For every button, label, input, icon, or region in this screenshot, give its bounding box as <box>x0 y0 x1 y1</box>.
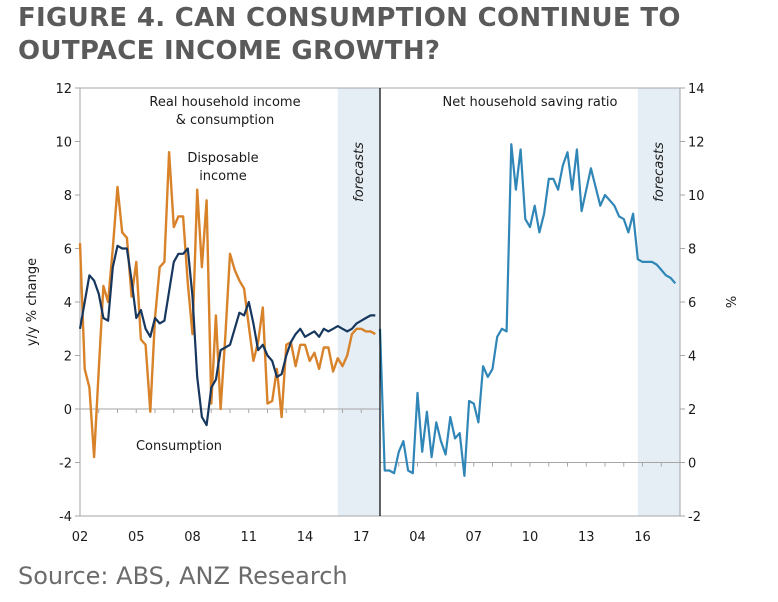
x-tick-label-left: 02 <box>72 530 89 545</box>
y-tick-label-right: -2 <box>688 510 701 525</box>
x-tick-label-right: 13 <box>578 530 595 545</box>
series-line-consumption <box>78 244 376 427</box>
y-tick-label-left: -2 <box>59 457 72 472</box>
y-tick-label-right: 14 <box>688 82 705 97</box>
y-axis-title-left: y/y % change <box>25 258 40 346</box>
x-tick-label-left: 14 <box>297 530 314 545</box>
series-line-net-saving-ratio <box>378 143 677 477</box>
y-tick-label-left: 10 <box>55 136 72 151</box>
left-panel-title-line-2: & consumption <box>176 113 274 128</box>
forecast-label-left: forecasts <box>352 142 367 202</box>
x-tick-label-right: 16 <box>634 530 651 545</box>
y-tick-label-right: 2 <box>688 403 696 418</box>
y-tick-label-right: 10 <box>688 189 705 204</box>
forecast-band-right <box>637 88 680 516</box>
forecast-band-left <box>337 88 380 516</box>
y-tick-label-left: 6 <box>64 243 72 258</box>
annotation-consumption: Consumption <box>136 439 222 454</box>
y-tick-label-left: 2 <box>64 350 72 365</box>
y-tick-label-right: 0 <box>688 457 696 472</box>
y-tick-label-left: 8 <box>64 189 72 204</box>
y-tick-label-left: 0 <box>64 403 72 418</box>
left-panel-title-line-1: Real household income <box>149 95 300 110</box>
y-tick-label-left: 4 <box>64 296 72 311</box>
annotation-disposable-income-line-1: Disposable <box>187 151 258 166</box>
x-tick-label-left: 11 <box>240 530 257 545</box>
y-axis-title-right: % <box>725 296 740 308</box>
x-tick-label-right: 04 <box>409 530 426 545</box>
x-tick-label-right: 07 <box>465 530 482 545</box>
y-tick-label-right: 12 <box>688 136 705 151</box>
x-tick-label-left: 17 <box>353 530 370 545</box>
annotation-disposable-income-line-2: income <box>199 169 247 184</box>
y-tick-label-left: 12 <box>55 82 72 97</box>
right-panel-title: Net household saving ratio <box>443 95 618 110</box>
x-tick-label-right: 10 <box>522 530 539 545</box>
x-tick-label-left: 05 <box>128 530 145 545</box>
y-tick-label-right: 6 <box>688 296 696 311</box>
figure-title: FIGURE 4. CAN CONSUMPTION CONTINUE TO OU… <box>18 3 681 66</box>
source-note: Source: ABS, ANZ Research <box>18 562 348 590</box>
y-tick-label-right: 8 <box>688 243 696 258</box>
x-tick-label-left: 08 <box>184 530 201 545</box>
y-tick-label-left: -4 <box>59 510 72 525</box>
y-tick-label-right: 4 <box>688 350 696 365</box>
forecast-label-right: forecasts <box>652 142 667 202</box>
series-line-disposable-income <box>78 150 376 459</box>
